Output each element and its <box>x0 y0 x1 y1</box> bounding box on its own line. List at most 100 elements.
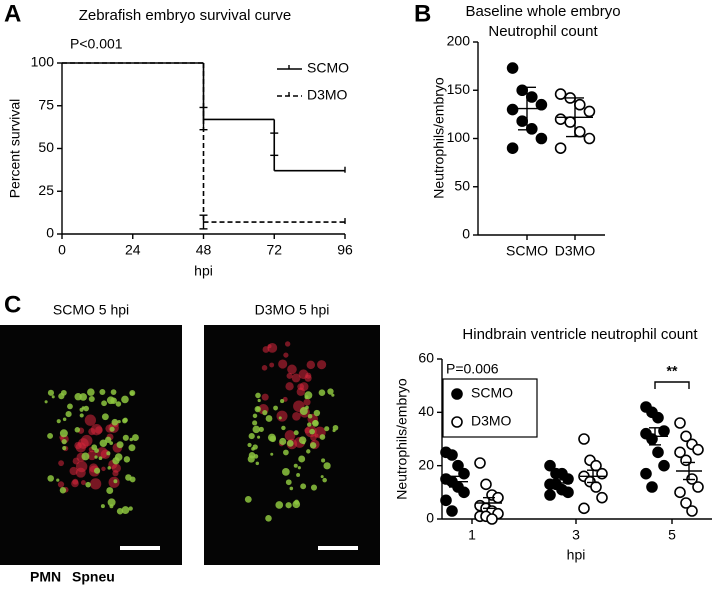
point <box>452 459 464 472</box>
bacteria <box>261 393 269 401</box>
neutrophil <box>310 484 318 491</box>
neutrophil <box>122 418 128 424</box>
bacteria <box>285 382 294 391</box>
y-tick-label: 40 <box>418 403 434 419</box>
neutrophil <box>61 438 67 445</box>
neutrophil <box>111 418 119 426</box>
point <box>506 62 519 74</box>
neutrophil <box>293 463 298 468</box>
point <box>554 113 567 125</box>
neutrophil <box>83 405 90 412</box>
point <box>583 132 596 145</box>
neutrophil <box>248 432 255 440</box>
neutrophil <box>109 426 115 432</box>
neutrophil <box>331 393 335 397</box>
neutrophil <box>85 481 91 488</box>
x-axis-label: hpi <box>567 547 586 563</box>
chart-title: Zebrafish embryo survival curve <box>79 7 292 24</box>
point <box>525 123 538 135</box>
y-axis-label: Neutrophils/embryo <box>431 77 447 199</box>
bacteria <box>90 423 103 436</box>
x-tick-label: 0 <box>58 242 66 258</box>
y-tick-label: 0 <box>426 510 434 526</box>
neutrophil <box>125 474 132 481</box>
bacteria <box>306 360 316 370</box>
neutrophil <box>56 419 61 424</box>
point <box>692 443 704 456</box>
point <box>486 513 498 525</box>
point <box>680 497 692 509</box>
bacteria <box>75 442 87 453</box>
neutrophil <box>244 495 252 503</box>
point <box>506 103 519 116</box>
neutrophil <box>251 447 255 451</box>
neutrophil <box>79 413 84 418</box>
neutrophil <box>332 424 339 431</box>
point <box>458 486 470 499</box>
point <box>446 449 458 461</box>
point <box>564 116 577 128</box>
point <box>544 489 556 501</box>
bacteria <box>276 410 288 422</box>
y-tick-label: 50 <box>38 139 54 155</box>
neutrophil <box>87 388 95 396</box>
x-tick-label: 96 <box>337 242 353 258</box>
neutrophil <box>47 432 54 439</box>
y-tick-label: 0 <box>46 225 54 241</box>
neutrophil <box>323 462 331 470</box>
neutrophil <box>282 468 290 476</box>
image-label: D3MO 5 hpi <box>255 302 330 318</box>
neutrophil <box>322 477 327 483</box>
neutrophil <box>296 472 301 477</box>
neutrophil <box>59 487 67 494</box>
bacteria <box>267 344 272 349</box>
point <box>535 132 548 145</box>
bacteria <box>283 352 289 358</box>
neutrophil <box>65 411 72 418</box>
neutrophil <box>324 426 330 432</box>
point <box>440 494 452 507</box>
neutrophil <box>106 487 114 495</box>
significance-bracket <box>654 381 690 389</box>
legend-label: D3MO <box>307 87 348 103</box>
image-legend: Spneu <box>72 569 115 585</box>
point <box>583 105 596 118</box>
y-tick-label: 60 <box>418 350 434 366</box>
neutrophil <box>299 407 308 416</box>
point <box>525 91 538 103</box>
point <box>674 417 686 429</box>
legend-box <box>442 378 538 438</box>
legend-marker <box>451 416 463 428</box>
chart-title: Hindbrain ventricle neutrophil count <box>462 326 698 343</box>
neutrophil <box>67 403 73 410</box>
neutrophil <box>257 435 261 439</box>
neutrophil <box>101 413 109 421</box>
neutrophil <box>247 442 252 448</box>
neutrophil <box>51 395 55 399</box>
legend-marker <box>451 388 463 400</box>
bacteria <box>303 398 311 406</box>
y-tick-label: 50 <box>454 177 470 193</box>
point <box>535 98 548 111</box>
bacteria <box>291 373 301 383</box>
x-tick-label: 72 <box>266 242 282 258</box>
neutrophil <box>123 456 131 463</box>
neutrophil <box>306 449 311 454</box>
chart-title: Baseline whole embryo <box>465 3 620 20</box>
x-tick-label: 24 <box>125 242 141 258</box>
bacteria <box>101 466 106 472</box>
legend-label: SCMO <box>471 385 513 401</box>
neutrophil <box>115 401 122 407</box>
bacteria <box>87 450 97 461</box>
neutrophil <box>257 398 261 403</box>
neutrophil <box>321 458 326 463</box>
neutrophil <box>44 400 48 404</box>
neutrophil <box>275 501 284 509</box>
neutrophil <box>122 434 129 441</box>
bacteria <box>57 481 65 488</box>
neutrophil <box>252 420 258 426</box>
bacteria <box>80 480 86 486</box>
neutrophil <box>60 389 67 396</box>
x-tick-label: 48 <box>196 242 212 258</box>
